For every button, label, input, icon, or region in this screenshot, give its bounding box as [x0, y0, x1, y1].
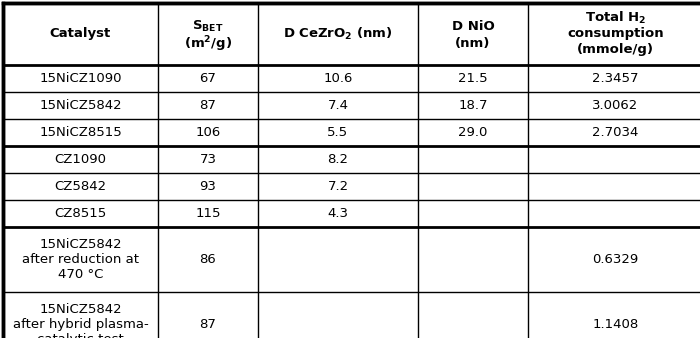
Text: 106: 106 [195, 126, 220, 139]
Text: 2.7034: 2.7034 [592, 126, 638, 139]
Text: CZ1090: CZ1090 [55, 153, 106, 166]
Text: 93: 93 [199, 180, 216, 193]
Text: 3.0062: 3.0062 [592, 99, 638, 112]
Text: consumption: consumption [567, 27, 664, 41]
Text: 2.3457: 2.3457 [592, 72, 638, 85]
Text: 67: 67 [199, 72, 216, 85]
Text: 7.2: 7.2 [328, 180, 349, 193]
Text: 73: 73 [199, 153, 216, 166]
Text: 15NiCZ1090: 15NiCZ1090 [39, 72, 122, 85]
Text: 15NiCZ5842
after hybrid plasma-
catalytic test: 15NiCZ5842 after hybrid plasma- catalyti… [13, 303, 148, 338]
Text: 115: 115 [195, 207, 220, 220]
Text: Catalyst: Catalyst [50, 27, 111, 41]
Text: 15NiCZ8515: 15NiCZ8515 [39, 126, 122, 139]
Text: D CeZrO$_{\mathbf{2}}$ (nm): D CeZrO$_{\mathbf{2}}$ (nm) [284, 26, 393, 42]
Text: 87: 87 [199, 99, 216, 112]
Text: 29.0: 29.0 [458, 126, 488, 139]
Text: 18.7: 18.7 [458, 99, 488, 112]
Text: (mmole/g): (mmole/g) [577, 44, 654, 56]
Text: 4.3: 4.3 [328, 207, 349, 220]
Text: 86: 86 [199, 253, 216, 266]
Text: Total H$_{\mathbf{2}}$: Total H$_{\mathbf{2}}$ [584, 10, 646, 26]
Text: 8.2: 8.2 [328, 153, 349, 166]
Text: 1.1408: 1.1408 [592, 318, 638, 331]
Text: (m$^{\mathbf{2}}$/g): (m$^{\mathbf{2}}$/g) [184, 34, 232, 54]
Text: 7.4: 7.4 [328, 99, 349, 112]
Text: 15NiCZ5842: 15NiCZ5842 [39, 99, 122, 112]
Text: 15NiCZ5842
after reduction at
470 °C: 15NiCZ5842 after reduction at 470 °C [22, 238, 139, 281]
Text: D NiO: D NiO [452, 20, 494, 32]
Text: 10.6: 10.6 [323, 72, 353, 85]
Text: S$_{\mathbf{BET}}$: S$_{\mathbf{BET}}$ [193, 19, 224, 33]
Text: 5.5: 5.5 [328, 126, 349, 139]
Text: 0.6329: 0.6329 [592, 253, 638, 266]
Text: CZ5842: CZ5842 [55, 180, 106, 193]
Text: 87: 87 [199, 318, 216, 331]
Text: (nm): (nm) [455, 38, 491, 50]
Text: CZ8515: CZ8515 [55, 207, 106, 220]
Text: 21.5: 21.5 [458, 72, 488, 85]
